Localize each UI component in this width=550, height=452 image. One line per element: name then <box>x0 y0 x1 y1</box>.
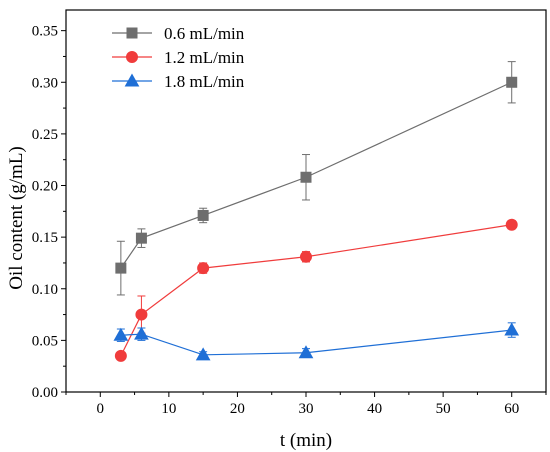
data-point <box>195 347 211 361</box>
x-tick-label: 40 <box>367 401 382 417</box>
x-tick-label: 10 <box>161 401 176 417</box>
data-point <box>134 326 149 340</box>
data-point <box>135 232 147 244</box>
y-tick-label: 0.00 <box>32 385 58 401</box>
y-tick-label: 0.25 <box>32 127 58 143</box>
data-point <box>197 262 210 275</box>
x-tick-label: 30 <box>299 401 314 417</box>
y-tick-label: 0.10 <box>32 282 58 298</box>
x-axis-label: t (min) <box>280 430 332 451</box>
data-point <box>115 262 127 274</box>
series-line <box>120 81 512 269</box>
legend-label: 1.2 mL/min <box>164 48 245 67</box>
data-point <box>114 349 127 362</box>
legend-label: 1.8 mL/min <box>164 72 245 91</box>
legend-marker <box>126 27 138 39</box>
y-axis-label: Oil content (g/mL) <box>6 146 27 290</box>
legend-label: 0.6 mL/min <box>164 24 245 43</box>
y-tick-label: 0.30 <box>32 75 58 91</box>
y-tick-label: 0.20 <box>32 179 58 195</box>
x-tick-label: 0 <box>97 401 105 417</box>
data-point <box>135 308 148 321</box>
data-point <box>505 218 518 231</box>
data-point <box>506 76 518 88</box>
legend-marker <box>126 51 138 63</box>
x-tick-label: 20 <box>230 401 245 417</box>
y-tick-label: 0.05 <box>32 333 58 349</box>
data-point <box>504 322 520 336</box>
legend-marker <box>124 73 140 87</box>
x-tick-label: 50 <box>436 401 451 417</box>
y-tick-label: 0.15 <box>32 230 58 246</box>
x-tick-label: 60 <box>504 401 519 417</box>
data-point <box>298 345 314 359</box>
series-line <box>120 329 512 356</box>
data-point <box>300 171 312 183</box>
data-point <box>300 250 312 263</box>
data-point <box>113 327 129 341</box>
y-tick-label: 0.35 <box>32 24 58 40</box>
data-point <box>197 209 209 221</box>
